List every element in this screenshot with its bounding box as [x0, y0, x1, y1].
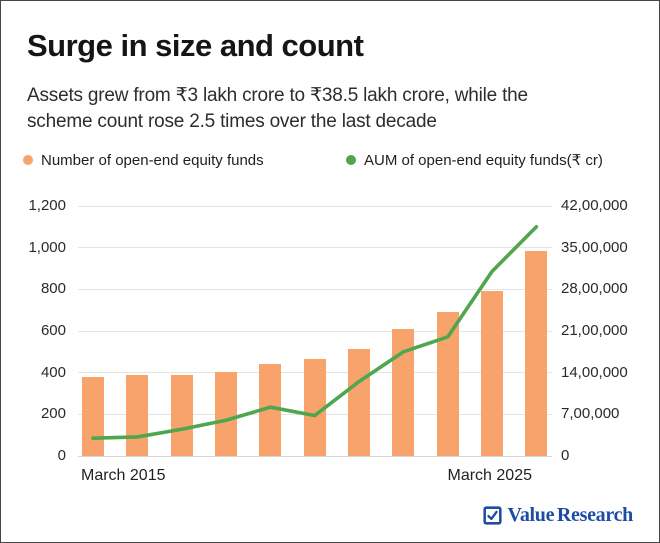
legend-item-aum: AUM of open-end equity funds(₹ cr): [346, 151, 603, 169]
brand-name: Value Research: [507, 504, 634, 526]
gridline: [78, 205, 552, 207]
left-axis-tick: 1,000: [28, 238, 66, 256]
left-axis-tick: 1,200: [28, 197, 66, 214]
bar-march-2021: [347, 348, 370, 456]
gridline: [78, 288, 552, 290]
right-axis-tick: 42,00,000: [561, 197, 628, 214]
value-research-logo: Value Research: [482, 504, 634, 527]
chart-subtitle-line1: Assets grew from ₹3 lakh crore to ₹38.5 …: [27, 85, 528, 106]
x-axis-label-start: March 2015: [81, 467, 166, 484]
chart-subtitle-line2: scheme count rose 2.5 times over the las…: [27, 111, 437, 132]
gridline: [78, 247, 552, 249]
bar-march-2024: [480, 291, 503, 456]
right-axis-tick: 35,00,000: [561, 238, 628, 256]
right-axis-tick: 21,00,000: [561, 322, 628, 339]
legend-label: AUM of open-end equity funds(₹ cr): [364, 152, 603, 169]
legend-item-funds-count: Number of open-end equity funds: [23, 151, 264, 169]
left-axis-tick: 600: [40, 322, 66, 339]
gridline: [78, 330, 552, 332]
bar-march-2025: [525, 250, 548, 456]
right-axis-tick: 7,00,000: [561, 405, 620, 423]
legend-swatch-orange-dot: [23, 155, 33, 165]
right-axis-tick: 14,00,000: [561, 363, 628, 381]
legend-swatch-green-dot: [346, 155, 356, 165]
left-axis-tick: 200: [40, 405, 66, 423]
right-axis: 42,00,000 35,00,000 28,00,000 21,00,000 14,0…: [561, 197, 656, 464]
bar-march-2017: [170, 374, 193, 456]
plot-area: [78, 205, 552, 457]
x-axis-label-end: March 2025: [447, 467, 533, 484]
bar-march-2022: [392, 328, 415, 456]
bar-march-2018: [214, 371, 237, 456]
left-axis-tick: 800: [40, 280, 66, 298]
left-axis-tick: 0: [57, 447, 66, 464]
chart-subtitle: Assets grew from ₹3 lakh crore to ₹38.5 …: [27, 83, 647, 135]
aum-line: [91, 225, 539, 440]
right-axis-tick: 28,00,000: [561, 280, 628, 298]
right-axis-tick: 0: [561, 447, 570, 464]
line-chart-svg: [91, 225, 539, 440]
left-axis-tick: 400: [40, 363, 66, 381]
chart-title: Surge in size and count: [27, 28, 364, 63]
gridline: [78, 456, 552, 457]
bar-march-2020: [303, 359, 326, 456]
bar-march-2023: [436, 312, 459, 456]
legend-label: Number of open-end equity funds: [41, 151, 264, 169]
left-axis: 1,200 1,000 800 600 400 200 0: [1, 197, 66, 464]
checkbox-check-icon: [482, 506, 502, 525]
bar-march-2019: [259, 364, 282, 456]
